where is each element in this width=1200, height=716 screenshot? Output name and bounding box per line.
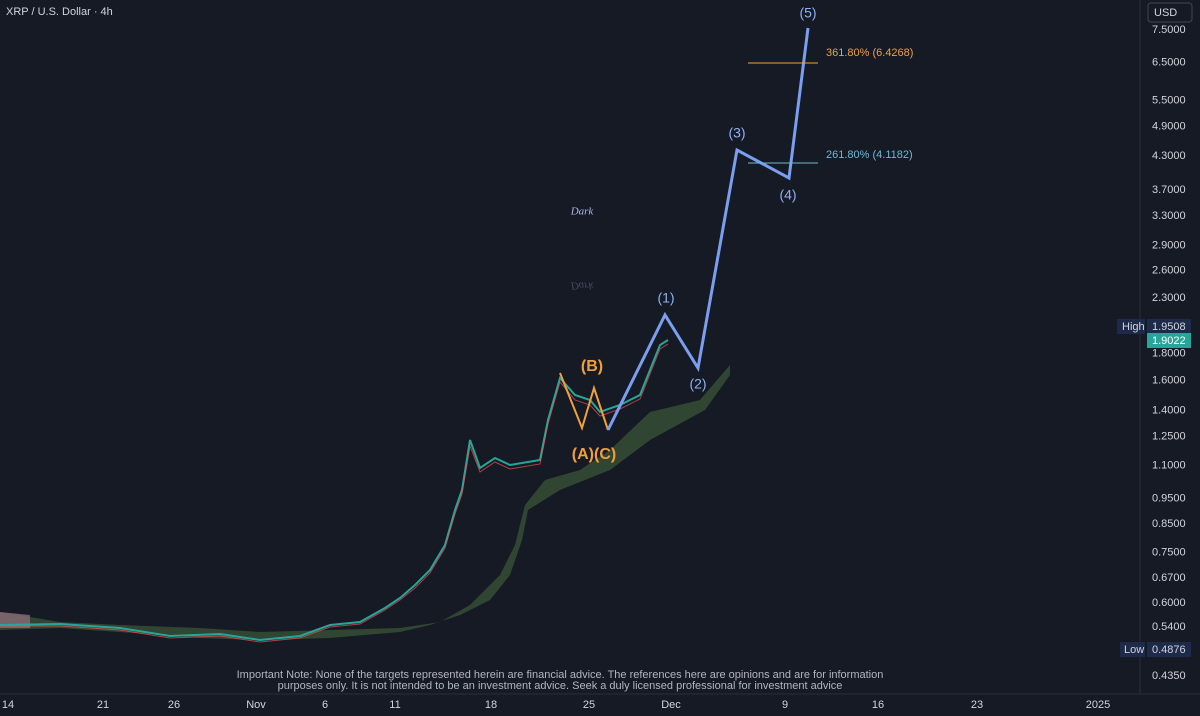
tag-box bbox=[1147, 642, 1191, 657]
y-tick-label: 2.3000 bbox=[1152, 292, 1186, 304]
y-tick-label: 5.5000 bbox=[1152, 94, 1186, 106]
high-label: High bbox=[1122, 321, 1145, 333]
wave-label: (3) bbox=[728, 125, 745, 141]
y-tick-label: 2.6000 bbox=[1152, 264, 1186, 276]
note: Important Note: None of the targets repr… bbox=[237, 669, 884, 681]
watermark: Dark bbox=[570, 206, 595, 218]
wave-label: (5) bbox=[799, 5, 816, 21]
x-tick-label: 23 bbox=[971, 699, 983, 711]
currency[interactable]: USD bbox=[1154, 7, 1177, 19]
price-line bbox=[0, 339, 669, 642]
x-tick-label: 25 bbox=[583, 699, 595, 711]
y-tick-label: 1.1000 bbox=[1152, 459, 1186, 471]
x-tick-label: 9 bbox=[782, 699, 788, 711]
watermark-reflection: Dark bbox=[570, 279, 595, 291]
low-label: Low bbox=[1124, 644, 1144, 656]
x-tick-label: Dec bbox=[661, 699, 681, 711]
y-tick-label: 1.2500 bbox=[1152, 430, 1186, 442]
y-tick-label: 6.5000 bbox=[1152, 56, 1186, 68]
y-tick-label: 1.8000 bbox=[1152, 348, 1186, 360]
y-tick-label: 0.6700 bbox=[1152, 572, 1186, 584]
high-price: 1.9508 bbox=[1152, 321, 1186, 333]
impulse-wave bbox=[606, 27, 810, 431]
y-tick-label: 4.9000 bbox=[1152, 120, 1186, 132]
y-tick-label: 0.9500 bbox=[1152, 493, 1186, 505]
y-tick-label: 0.7500 bbox=[1152, 546, 1186, 558]
x-tick-label: 14 bbox=[2, 699, 14, 711]
y-tick-label: 0.8500 bbox=[1152, 518, 1186, 530]
y-tick-label: 0.5400 bbox=[1152, 621, 1186, 633]
x-tick-label: Nov bbox=[246, 699, 266, 711]
x-tick-label: 11 bbox=[389, 699, 400, 711]
y-tick-label: 1.4000 bbox=[1152, 405, 1186, 417]
last-price: 1.9022 bbox=[1152, 335, 1186, 347]
x-tick-label: 26 bbox=[168, 699, 180, 711]
y-tick-label: 7.5000 bbox=[1152, 24, 1186, 36]
wave-label: (A)(C) bbox=[572, 446, 616, 463]
wave-label: (1) bbox=[657, 290, 674, 306]
wave-label: (2) bbox=[689, 376, 706, 392]
y-tick-label: 0.6000 bbox=[1152, 597, 1186, 609]
y-tick-label: 4.3000 bbox=[1152, 150, 1186, 162]
price-line bbox=[0, 343, 669, 643]
low-price: 0.4876 bbox=[1152, 644, 1186, 656]
abc-wave bbox=[559, 372, 609, 432]
x-tick-label: 6 bbox=[322, 699, 328, 711]
x-tick-label: 21 bbox=[97, 699, 109, 711]
x-tick-label: 18 bbox=[485, 699, 497, 711]
fib-label: 361.80% (6.4268) bbox=[826, 47, 913, 59]
y-tick-label: 3.7000 bbox=[1152, 184, 1186, 196]
tag-box bbox=[1120, 642, 1145, 657]
symbol-title: XRP / U.S. Dollar · 4h bbox=[6, 6, 113, 18]
note: purposes only. It is not intended to be … bbox=[278, 680, 843, 692]
y-tick-label: 0.4350 bbox=[1152, 670, 1186, 682]
currency-box[interactable] bbox=[1147, 2, 1193, 23]
x-tick-label: 16 bbox=[872, 699, 884, 711]
wave-label: (4) bbox=[779, 187, 796, 203]
wave-label: (B) bbox=[581, 358, 603, 375]
y-tick-label: 1.6000 bbox=[1152, 374, 1186, 386]
y-tick-label: 2.9000 bbox=[1152, 240, 1186, 252]
tag-box bbox=[1147, 333, 1191, 348]
x-tick-label: 2025 bbox=[1086, 699, 1110, 711]
tag-box bbox=[1147, 319, 1191, 334]
y-tick-label: 3.3000 bbox=[1152, 210, 1186, 222]
fib-label: 261.80% (4.1182) bbox=[826, 149, 913, 161]
tag-box bbox=[1117, 319, 1145, 334]
